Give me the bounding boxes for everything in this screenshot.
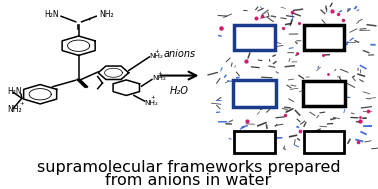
Text: NH₂: NH₂ xyxy=(99,10,113,19)
Bar xyxy=(305,82,344,105)
Bar xyxy=(235,81,274,106)
Bar xyxy=(306,26,342,49)
Bar xyxy=(303,81,345,106)
Bar xyxy=(236,26,273,49)
Text: NH₂: NH₂ xyxy=(152,75,166,81)
Text: supramolecular frameworks prepared: supramolecular frameworks prepared xyxy=(37,160,341,174)
Text: NH₂: NH₂ xyxy=(7,105,22,114)
Text: H₂N: H₂N xyxy=(7,87,22,96)
Text: anions: anions xyxy=(163,49,195,59)
Text: H₂O: H₂O xyxy=(170,86,189,96)
Bar xyxy=(234,25,275,50)
Text: H₂N: H₂N xyxy=(44,10,59,19)
Text: +: + xyxy=(155,49,159,54)
Bar xyxy=(234,80,276,107)
Text: +: + xyxy=(19,101,24,106)
Bar xyxy=(304,25,344,50)
Text: NH₂: NH₂ xyxy=(149,53,163,59)
Text: +: + xyxy=(86,17,91,22)
Text: +: + xyxy=(157,71,162,76)
Text: from anions in water: from anions in water xyxy=(105,173,272,187)
Bar xyxy=(304,131,344,153)
Text: NH₂: NH₂ xyxy=(145,100,158,106)
Text: +: + xyxy=(150,95,155,100)
Bar xyxy=(234,131,275,153)
